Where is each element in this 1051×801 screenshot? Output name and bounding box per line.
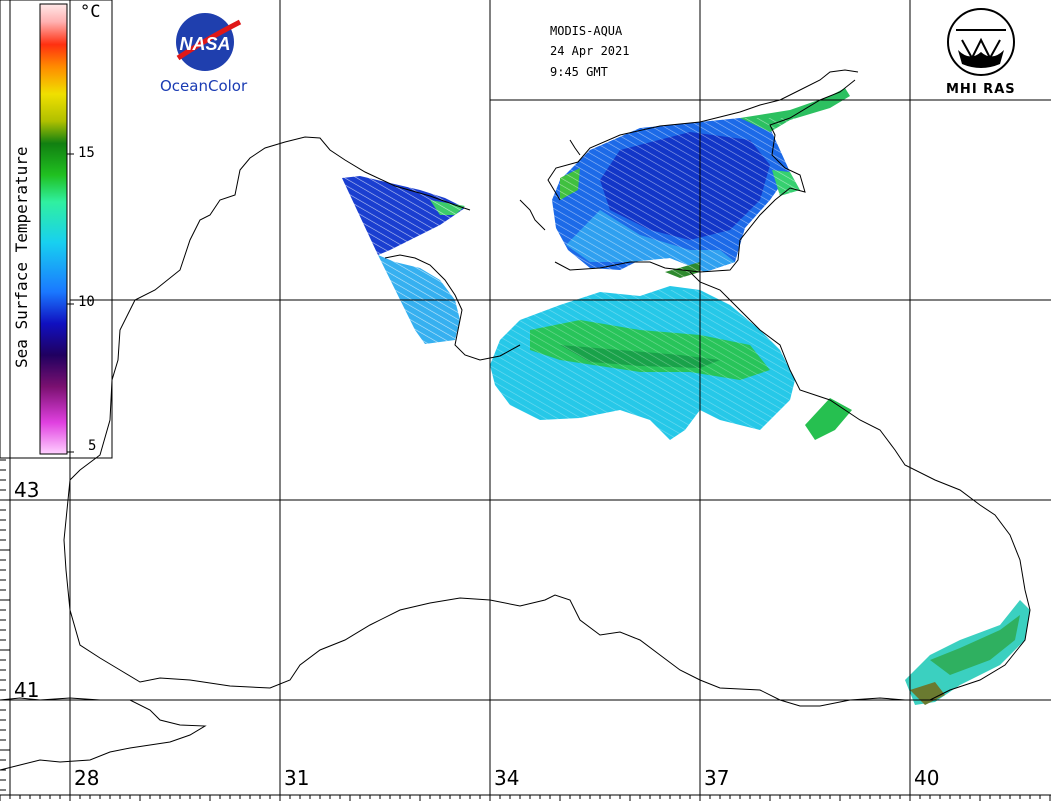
- colorbar: [0, 0, 113, 459]
- sst-central-sea: [490, 286, 852, 440]
- lat-label-41: 41: [14, 678, 40, 702]
- colorbar-tick-5: 5: [88, 438, 97, 454]
- sst-azov-sea: [552, 88, 852, 278]
- sst-crimea-west-swath: [340, 170, 470, 350]
- lon-label-34: 34: [494, 766, 520, 790]
- sst-southeast-patch: [905, 600, 1030, 705]
- time-label: 9:45 GMT: [550, 65, 608, 79]
- lon-label-31: 31: [284, 766, 310, 790]
- lat-label-43: 43: [14, 478, 40, 502]
- border-ticks: [0, 459, 1051, 801]
- lon-label-37: 37: [704, 766, 730, 790]
- colorbar-tick-10: 10: [78, 294, 95, 310]
- nasa-logo: NASA: [176, 13, 242, 71]
- mhi-ras-caption: MHI RAS: [946, 82, 1016, 97]
- nasa-wordmark: NASA: [179, 34, 230, 54]
- oceancolor-caption: OceanColor: [160, 77, 248, 95]
- lon-label-40: 40: [914, 766, 940, 790]
- colorbar-title: Sea Surface Temperature: [12, 146, 31, 368]
- coastline: [0, 69, 1031, 771]
- sensor-label: MODIS-AQUA: [550, 24, 623, 38]
- colorbar-tick-15: 15: [78, 145, 95, 161]
- colorbar-unit: °C: [80, 2, 101, 22]
- mhi-ras-logo: [947, 8, 1015, 76]
- lon-label-28: 28: [74, 766, 100, 790]
- date-label: 24 Apr 2021: [550, 44, 630, 58]
